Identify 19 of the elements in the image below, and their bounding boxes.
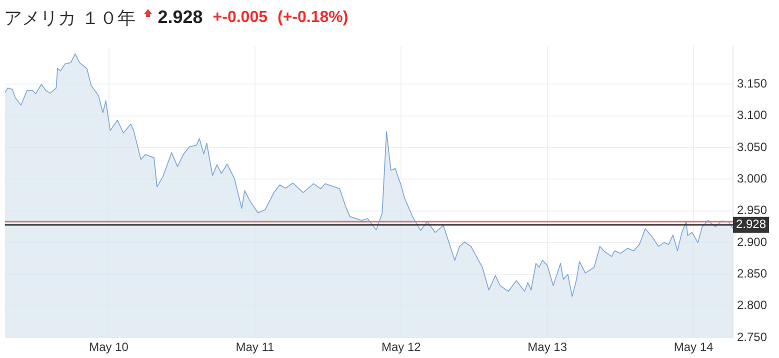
y-tick-label: 3.000 — [737, 172, 768, 186]
y-tick-label: 2.950 — [737, 203, 768, 218]
y-tick-label: 3.150 — [737, 76, 768, 91]
text: 2.928 — [158, 7, 203, 28]
y-tick-label: 2.850 — [737, 266, 768, 281]
y-tick-label: 2.750 — [737, 330, 768, 344]
x-tick-label: May 13 — [528, 340, 568, 354]
y-tick-label: 3.100 — [737, 108, 768, 122]
y-tick-label: 2.900 — [737, 234, 768, 249]
text: (+-0.18%) — [278, 8, 348, 26]
y-tick-label: 2.800 — [737, 298, 768, 312]
x-tick-label: May 10 — [89, 340, 129, 354]
y-tick-label: 3.050 — [737, 140, 768, 154]
chart-title: アメリカ １０年 — [4, 6, 136, 30]
ref-line-label: 2.928 — [736, 217, 766, 232]
text: +-0.005 — [212, 8, 268, 26]
x-tick-label: May 12 — [381, 340, 422, 354]
x-tick-label: May 14 — [674, 340, 714, 354]
x-tick-label: May 11 — [236, 340, 274, 354]
